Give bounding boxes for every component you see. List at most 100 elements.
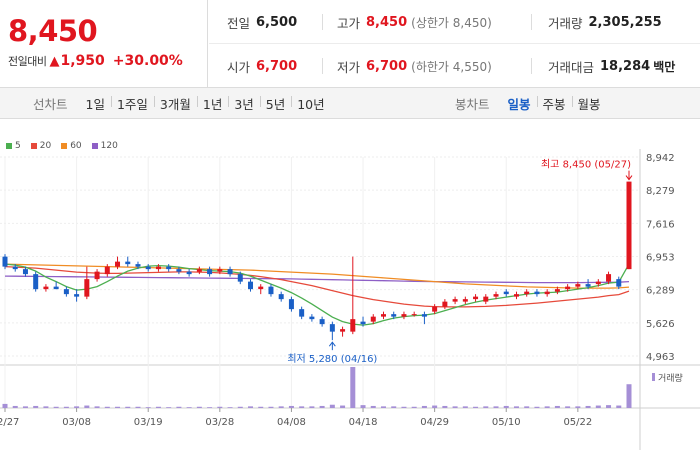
x-tick-label: 05/22 <box>563 417 592 428</box>
candle-body <box>53 286 59 290</box>
candle-body <box>248 281 254 290</box>
divider <box>531 14 532 30</box>
volume-bar <box>319 405 325 408</box>
volume-bar <box>606 405 612 408</box>
candle-body <box>145 266 151 270</box>
candle-body <box>380 314 386 317</box>
volume-bar <box>43 406 49 408</box>
tab-1day[interactable]: 1일 <box>85 97 105 112</box>
tab-10year[interactable]: 10년 <box>291 94 330 113</box>
prev-close: 전일 6,500 <box>227 14 298 31</box>
high-price: 고가 8,450 (상한가 8,450) <box>337 14 492 31</box>
low-annotation: 최저 5,280 (04/16) <box>287 353 377 365</box>
x-tick-label: 03/08 <box>62 417 91 428</box>
candle-body <box>442 301 448 307</box>
candle-body <box>84 279 90 297</box>
tab-5year[interactable]: 5년 <box>259 94 291 113</box>
y-tick-label: 6,289 <box>646 286 675 297</box>
volume-bar <box>237 406 243 408</box>
tab-1year[interactable]: 1년 <box>196 94 228 113</box>
candle-body <box>22 269 28 275</box>
tab-daily[interactable]: 일봉 <box>507 97 531 112</box>
info-row-2: 시가 6,700 저가 6,700 (하한가 4,550) 거래대금 18,28… <box>209 44 700 88</box>
legend-ma60: 60 <box>61 141 82 151</box>
volume-bar <box>74 406 80 408</box>
y-tick-label: 4,963 <box>646 352 675 363</box>
volume-bar <box>227 407 233 408</box>
y-tick-label: 5,626 <box>646 319 675 330</box>
tab-monthly[interactable]: 월봉 <box>571 94 607 113</box>
candle-body <box>258 286 264 290</box>
candle-body <box>513 294 519 297</box>
change-amount: 1,950 <box>60 53 105 69</box>
candle-body <box>473 296 479 300</box>
candle-body <box>74 294 80 297</box>
candle-body <box>462 299 468 302</box>
volume-bar <box>350 367 356 408</box>
volume-label: 거래량 <box>658 372 683 384</box>
volume-bar <box>63 406 69 408</box>
divider <box>322 58 323 74</box>
line-chart-title: 선차트 <box>33 97 68 112</box>
candle-body <box>360 321 366 325</box>
volume-bar <box>84 405 90 408</box>
candle-body <box>319 319 325 325</box>
divider <box>322 14 323 30</box>
volume-bar <box>626 384 632 408</box>
volume-bar <box>248 406 254 408</box>
volume-bar <box>575 406 581 408</box>
volume-bar <box>53 406 59 408</box>
volume-bar <box>370 405 376 408</box>
candle-body <box>299 309 305 317</box>
x-tick-label: 04/08 <box>277 417 306 428</box>
tab-weekly[interactable]: 주봉 <box>536 94 572 113</box>
volume: 거래량 2,305,255 <box>548 14 662 31</box>
candle-body <box>33 274 39 290</box>
candle-body <box>401 314 407 317</box>
ma-legend: 5 20 60 120 <box>6 141 128 151</box>
volume-bar <box>380 406 386 408</box>
candle-body <box>43 286 49 290</box>
candle-body <box>12 266 18 270</box>
candle-body <box>616 279 622 287</box>
volume-bar <box>115 406 121 408</box>
volume-bar <box>278 406 284 408</box>
x-tick-label: 05/10 <box>492 417 521 428</box>
candle-body <box>524 291 530 295</box>
volume-bar <box>411 406 417 408</box>
chart-canvas[interactable]: 8,942 8,279 7,616 6,953 6,289 5,626 4,963 02/27… <box>0 119 700 450</box>
volume-bar <box>288 405 294 408</box>
candle-body <box>503 291 509 295</box>
candle-body <box>176 269 182 272</box>
y-tick-label: 6,953 <box>646 253 675 264</box>
info-row-1: 전일 6,500 고가 8,450 (상한가 8,450) 거래량 2,305,… <box>209 0 700 44</box>
tab-1week[interactable]: 1주일 <box>110 94 154 113</box>
volume-bar <box>2 403 8 408</box>
high-arrow-head <box>625 175 633 181</box>
tab-3year[interactable]: 3년 <box>228 94 259 113</box>
candle-body <box>288 299 294 310</box>
candle-body <box>493 294 499 297</box>
volume-bar <box>135 406 141 408</box>
candle-body <box>237 274 243 282</box>
price-info-grid: 전일 6,500 고가 8,450 (상한가 8,450) 거래량 2,305,… <box>209 0 700 88</box>
current-price: 8,450 <box>8 14 98 48</box>
volume-bar <box>554 405 560 408</box>
volume-bar <box>94 406 100 408</box>
change-label: 전일대비 <box>8 55 47 68</box>
volume-bar <box>125 406 131 408</box>
volume-bar <box>544 406 550 408</box>
volume-bar <box>462 406 468 408</box>
volume-bar <box>340 405 346 408</box>
divider <box>531 58 532 74</box>
candle-body <box>125 261 131 265</box>
candle-body <box>278 294 284 300</box>
ma120-line <box>4 275 630 284</box>
candle-body <box>115 261 121 267</box>
volume-bar <box>22 406 28 408</box>
volume-bar <box>534 406 540 408</box>
volume-bar <box>299 406 305 408</box>
trading-amount: 거래대금 18,284 백만 <box>548 58 676 75</box>
candle-body <box>217 269 223 272</box>
tab-3month[interactable]: 3개월 <box>153 94 197 113</box>
